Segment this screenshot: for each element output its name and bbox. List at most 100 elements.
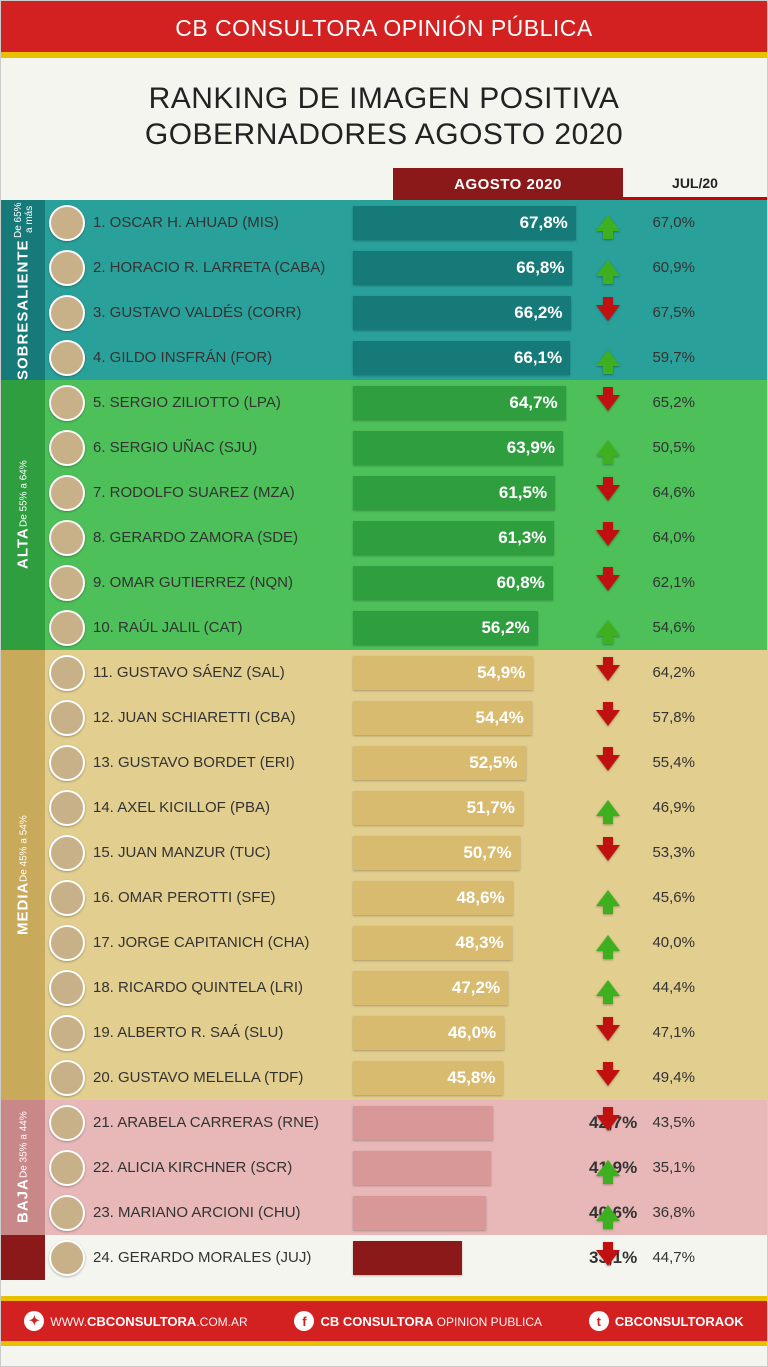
previous-value: 64,2% xyxy=(633,664,697,681)
previous-value: 65,2% xyxy=(633,394,697,411)
trend-cell xyxy=(583,890,633,906)
avatar xyxy=(49,880,85,916)
table-row: 13. GUSTAVO BORDET (ERI)52,5% 55,4% xyxy=(45,740,767,785)
previous-value: 53,3% xyxy=(633,844,697,861)
arrow-down-icon xyxy=(596,665,620,681)
bar-wrap: 54,4% xyxy=(353,701,583,735)
arrow-up-icon xyxy=(596,260,620,276)
governor-name: 11. GUSTAVO SÁENZ (SAL) xyxy=(85,664,353,681)
value-bar: 61,3% xyxy=(353,521,554,555)
value-bar: 51,7% xyxy=(353,791,523,825)
table-row: 18. RICARDO QUINTELA (LRI)47,2%44,4% xyxy=(45,965,767,1010)
arrow-up-icon xyxy=(596,1205,620,1221)
previous-value: 62,1% xyxy=(633,574,697,591)
arrow-down-icon xyxy=(596,1070,620,1086)
trend-cell xyxy=(583,1070,633,1086)
avatar xyxy=(49,655,85,691)
previous-value: 46,9% xyxy=(633,799,697,816)
table-row: 24. GERARDO MORALES (JUJ)33,1%33,1%44,7% xyxy=(45,1235,767,1280)
arrow-down-icon xyxy=(596,395,620,411)
governor-name: 2. HORACIO R. LARRETA (CABA) xyxy=(85,259,353,276)
category-range: De 45% a 54% xyxy=(19,815,30,882)
value-bar: 41,9% xyxy=(353,1151,491,1185)
trend-cell xyxy=(583,935,633,951)
previous-value: 40,0% xyxy=(633,934,697,951)
category-baja: BAJADe 35% a 44% xyxy=(1,1100,45,1235)
governor-name: 23. MARIANO ARCIONI (CHU) xyxy=(85,1204,353,1221)
table-row: 10. RAÚL JALIL (CAT)56,2%54,6% xyxy=(45,605,767,650)
previous-value: 67,5% xyxy=(633,304,697,321)
previous-value: 55,4% xyxy=(633,754,697,771)
category-range: De 35% a 44% xyxy=(19,1112,30,1179)
table-row: 16. OMAR PEROTTI (SFE)48,6%45,6% xyxy=(45,875,767,920)
previous-value: 57,8% xyxy=(633,709,697,726)
table-row: 4. GILDO INSFRÁN (FOR)66,1%59,7% xyxy=(45,335,767,380)
value-bar: 48,3% xyxy=(353,926,512,960)
governor-name: 6. SERGIO UÑAC (SJU) xyxy=(85,439,353,456)
governor-name: 19. ALBERTO R. SAÁ (SLU) xyxy=(85,1024,353,1041)
footer-web: ✦ WWW.CBCONSULTORA.COM.AR xyxy=(24,1311,247,1331)
arrow-up-icon xyxy=(596,890,620,906)
trend-cell xyxy=(583,530,633,546)
title-line2: GOBERNADORES AGOSTO 2020 xyxy=(1,118,767,152)
facebook-icon: f xyxy=(294,1311,314,1331)
category-label: BAJA xyxy=(15,1178,32,1223)
value-bar: 40,6% xyxy=(353,1196,486,1230)
value-bar: 47,2% xyxy=(353,971,508,1005)
col-previous: JUL/20 xyxy=(623,168,767,200)
twitter-icon: t xyxy=(589,1311,609,1331)
table-row: 22. ALICIA KIRCHNER (SCR)41,9%41,9%35,1% xyxy=(45,1145,767,1190)
avatar xyxy=(49,1150,85,1186)
avatar xyxy=(49,385,85,421)
arrow-up-icon xyxy=(596,800,620,816)
bar-wrap: 66,2% xyxy=(353,296,583,330)
value-bar: 67,8% xyxy=(353,206,576,240)
footer-facebook: f CB CONSULTORA OPINION PUBLICA xyxy=(294,1311,542,1331)
footer-twitter: t CBCONSULTORAOK xyxy=(589,1311,744,1331)
arrow-up-icon xyxy=(596,215,620,231)
table-row: 23. MARIANO ARCIONI (CHU)40,6%40,6%36,8% xyxy=(45,1190,767,1235)
value-bar: 60,8% xyxy=(353,566,553,600)
previous-value: 36,8% xyxy=(633,1204,697,1221)
fb-bold: CB CONSULTORA xyxy=(320,1314,433,1329)
value-bar: 66,2% xyxy=(353,296,571,330)
governor-name: 5. SERGIO ZILIOTTO (LPA) xyxy=(85,394,353,411)
arrow-up-icon xyxy=(596,935,620,951)
governor-name: 17. JORGE CAPITANICH (CHA) xyxy=(85,934,353,951)
trend-cell xyxy=(583,710,633,726)
table-row: 8. GERARDO ZAMORA (SDE)61,3%64,0% xyxy=(45,515,767,560)
page: CB CONSULTORA OPINIÓN PÚBLICA RANKING DE… xyxy=(0,0,768,1367)
category-muybaja xyxy=(1,1235,45,1280)
governor-name: 13. GUSTAVO BORDET (ERI) xyxy=(85,754,353,771)
governor-name: 7. RODOLFO SUAREZ (MZA) xyxy=(85,484,353,501)
previous-value: 54,6% xyxy=(633,619,697,636)
value-bar: 50,7% xyxy=(353,836,520,870)
bar-wrap: 41,9%41,9% xyxy=(353,1151,583,1185)
governor-name: 22. ALICIA KIRCHNER (SCR) xyxy=(85,1159,353,1176)
avatar xyxy=(49,1060,85,1096)
value-bar: 33,1% xyxy=(353,1241,462,1275)
web-prefix: WWW. xyxy=(50,1315,87,1329)
previous-value: 64,6% xyxy=(633,484,697,501)
governor-name: 14. AXEL KICILLOF (PBA) xyxy=(85,799,353,816)
web-suffix: .COM.AR xyxy=(196,1315,247,1329)
table-row: 19. ALBERTO R. SAÁ (SLU)46,0%47,1% xyxy=(45,1010,767,1055)
avatar xyxy=(49,925,85,961)
category-alta: ALTADe 55% a 64% xyxy=(1,380,45,650)
arrow-down-icon xyxy=(596,1025,620,1041)
bar-wrap: 46,0% xyxy=(353,1016,583,1050)
bar-wrap: 54,9% xyxy=(353,656,583,690)
bar-wrap: 52,5% xyxy=(353,746,583,780)
bottom-spacer xyxy=(1,1346,767,1366)
tw-handle: CBCONSULTORAOK xyxy=(615,1314,744,1329)
governor-name: 1. OSCAR H. AHUAD (MIS) xyxy=(85,214,353,231)
table-row: 1. OSCAR H. AHUAD (MIS)67,8%67,0% xyxy=(45,200,767,245)
value-bar: 63,9% xyxy=(353,431,563,465)
column-headers: AGOSTO 2020 JUL/20 xyxy=(1,168,767,200)
table-row: 21. ARABELA CARRERAS (RNE)42,7%42,7%43,5… xyxy=(45,1100,767,1145)
arrow-up-icon xyxy=(596,440,620,456)
value-bar: 52,5% xyxy=(353,746,526,780)
trend-cell xyxy=(583,845,633,861)
arrow-down-icon xyxy=(596,530,620,546)
bar-wrap: 56,2% xyxy=(353,611,583,645)
